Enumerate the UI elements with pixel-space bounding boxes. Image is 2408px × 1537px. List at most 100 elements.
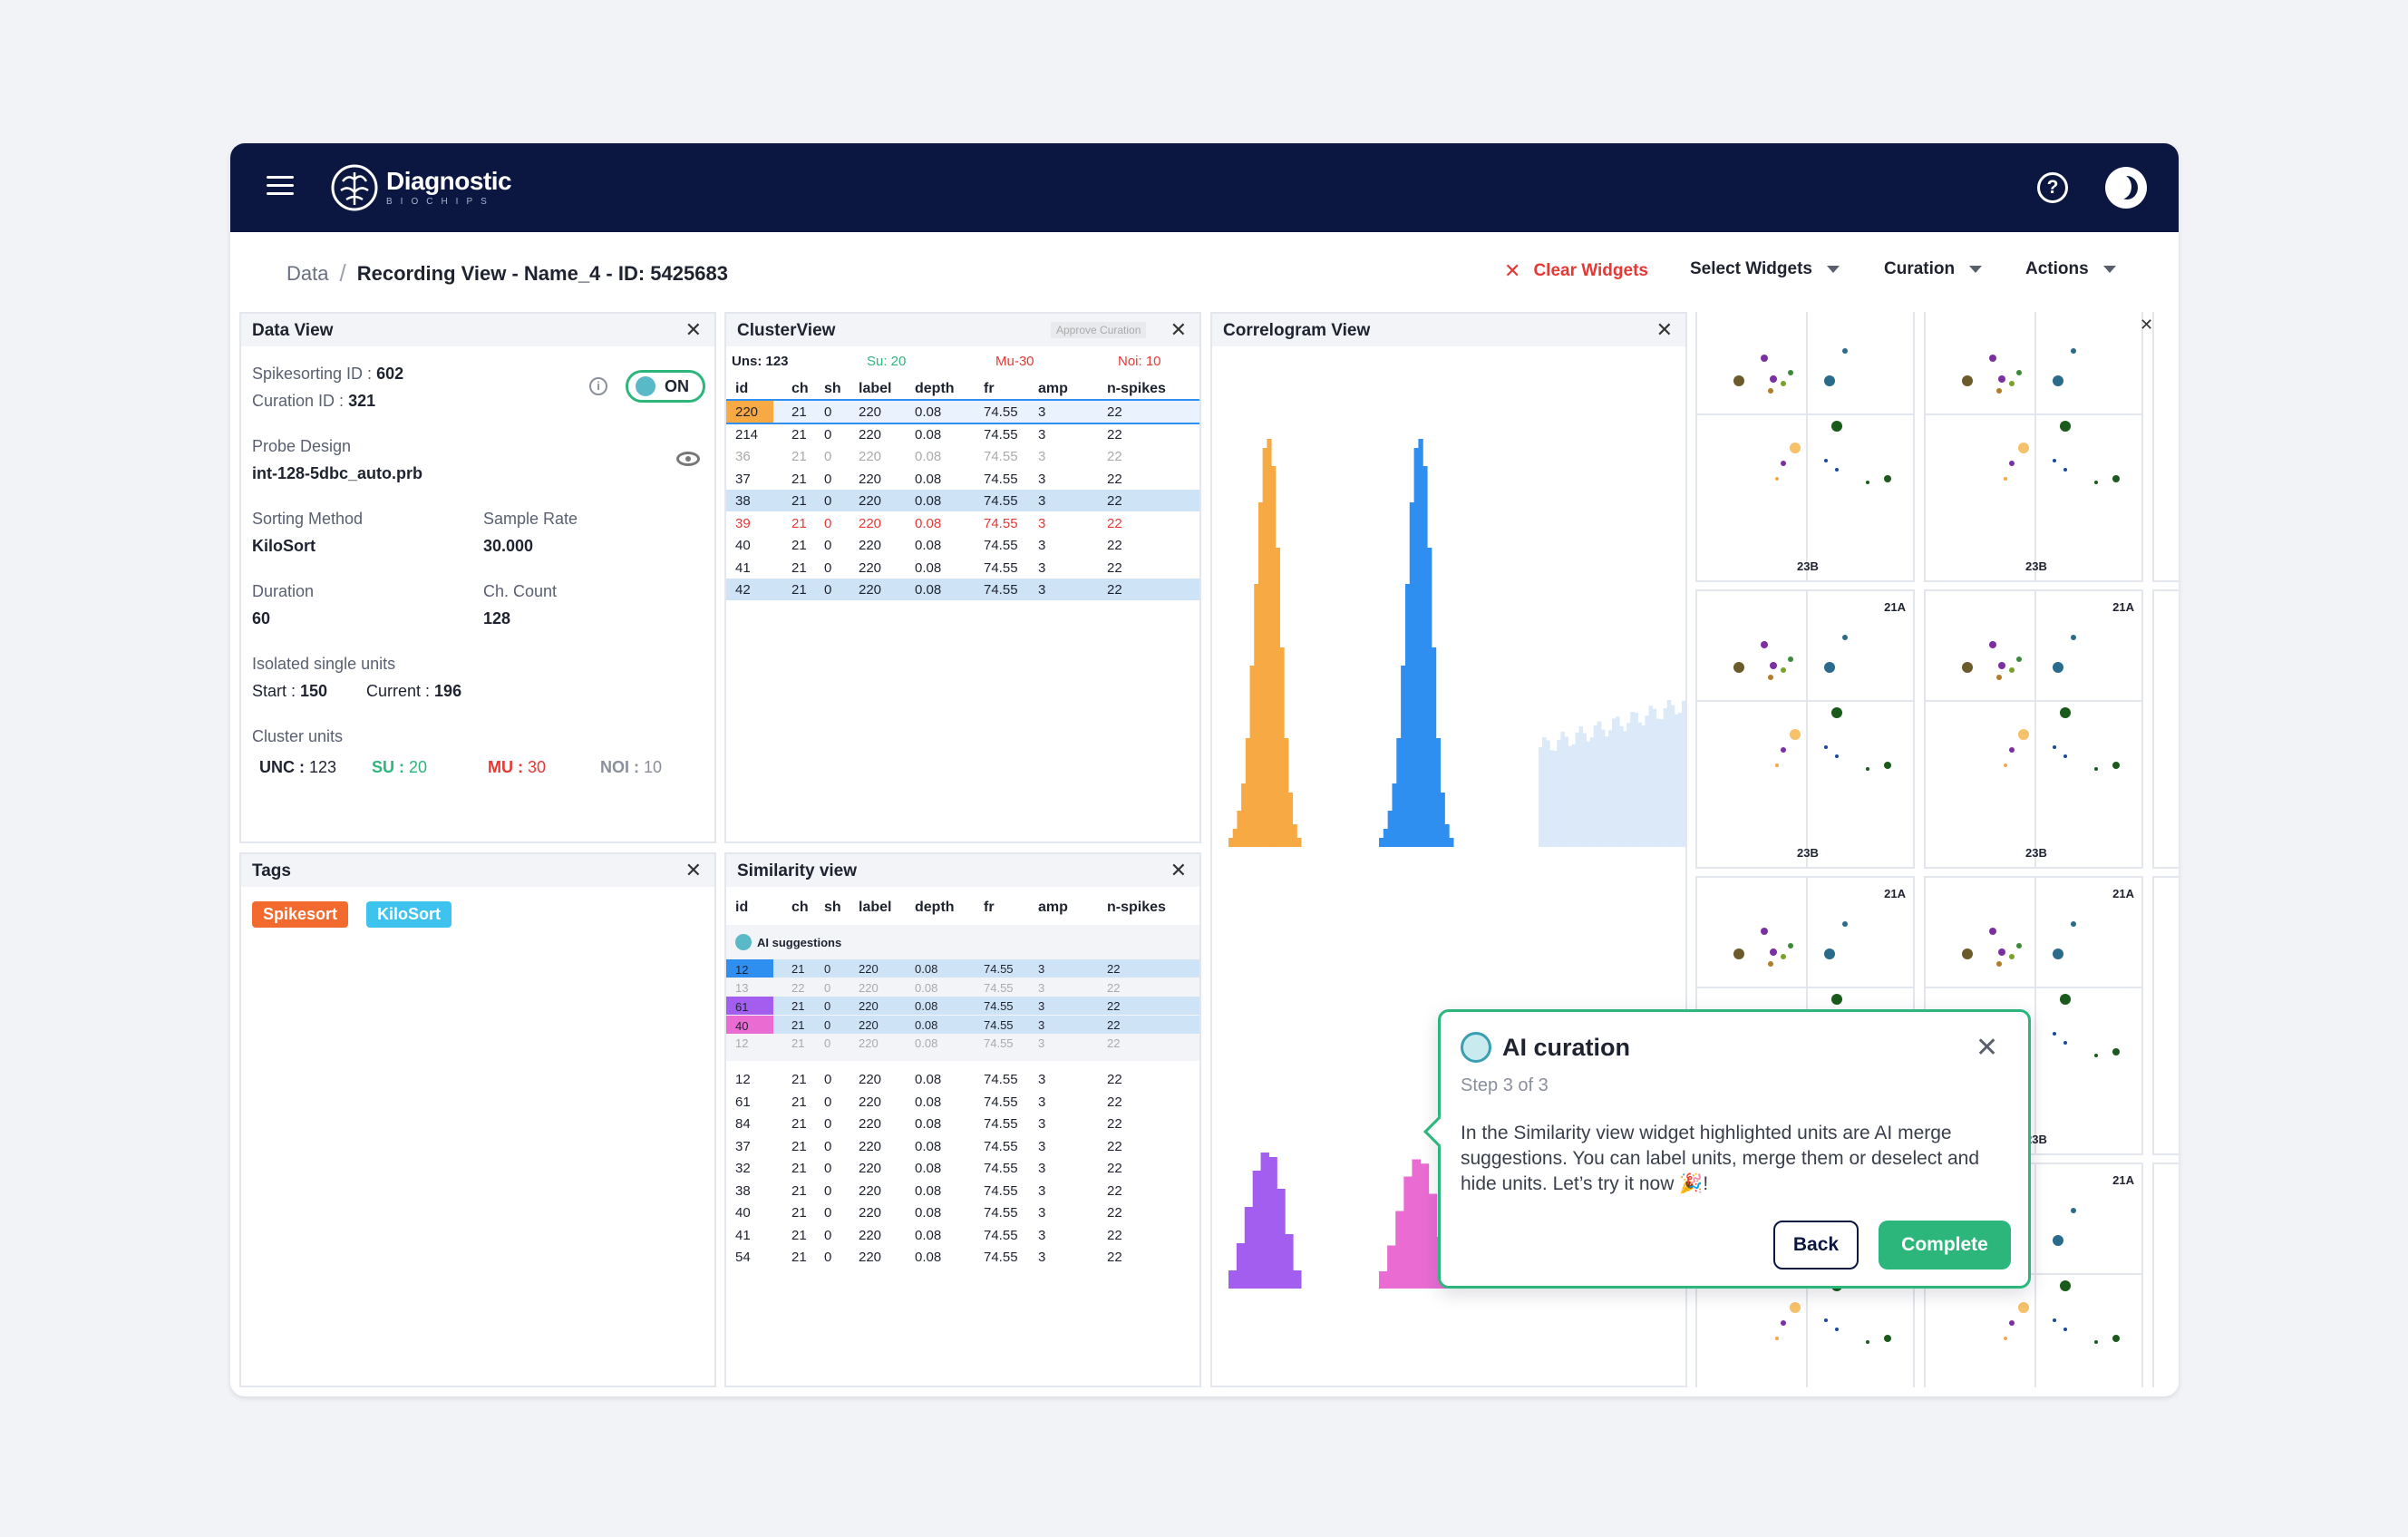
table-cell: 21 — [791, 1116, 807, 1132]
back-button[interactable]: Back — [1773, 1221, 1859, 1269]
scatter-cell[interactable] — [2152, 589, 2179, 869]
column-header[interactable]: id — [735, 381, 749, 396]
histogram-bar — [1387, 1245, 1396, 1289]
scatter-cell[interactable]: 21A 23B — [1924, 589, 2143, 869]
breadcrumb-data-link[interactable]: Data — [286, 261, 329, 285]
close-icon[interactable]: ✕ — [1170, 859, 1187, 881]
scatter-cell[interactable]: 23B — [1924, 312, 2143, 582]
table-row[interactable]: 41 21 0 220 0.08 74.55 3 22 — [726, 557, 1199, 579]
column-header[interactable]: ch — [791, 900, 809, 915]
table-row[interactable]: 40 21 0 220 0.08 74.55 3 22 — [726, 534, 1199, 556]
table-row[interactable]: 54 21 0 220 0.08 74.55 3 22 — [726, 1246, 1199, 1268]
table-row[interactable]: 220 21 0 220 0.08 74.55 3 22 — [726, 399, 1199, 424]
table-row[interactable]: 37 21 0 220 0.08 74.55 3 22 — [726, 468, 1199, 490]
table-row[interactable]: 40 21 0 220 0.08 74.55 3 22 — [726, 1201, 1199, 1223]
table-cell: 220 — [859, 1227, 882, 1243]
scatter-cell[interactable] — [2152, 876, 2179, 1155]
close-icon[interactable]: ✕ — [2140, 316, 2154, 334]
clear-widgets-button[interactable]: ✕ Clear Widgets — [1504, 259, 1648, 283]
table-row[interactable]: 38 21 0 220 0.08 74.55 3 22 — [726, 1180, 1199, 1201]
table-cell: 3 — [1038, 582, 1046, 598]
histogram-bar — [1440, 793, 1445, 847]
hamburger-menu-icon[interactable] — [267, 176, 294, 198]
table-cell: 3 — [1038, 1017, 1045, 1032]
histogram-bar — [1252, 1171, 1262, 1289]
table-row[interactable]: 38 21 0 220 0.08 74.55 3 22 — [726, 490, 1199, 511]
column-header[interactable]: amp — [1038, 900, 1068, 915]
column-header[interactable]: label — [859, 900, 892, 915]
scatter-point — [1775, 1337, 1779, 1340]
table-row[interactable]: 13 22 0 220 0.08 74.55 3 22 — [726, 978, 1199, 997]
scatter-point — [1962, 948, 1973, 959]
histogram-bar — [1604, 736, 1609, 847]
table-cell: 0 — [824, 1072, 832, 1087]
column-header[interactable]: fr — [984, 900, 995, 915]
close-icon[interactable]: ✕ — [1976, 1033, 1999, 1063]
table-row[interactable]: 36 21 0 220 0.08 74.55 3 22 — [726, 445, 1199, 467]
table-row[interactable]: 61 21 0 220 0.08 74.55 3 22 — [726, 997, 1199, 1015]
scatter-cell[interactable] — [2152, 312, 2179, 582]
column-header[interactable]: ch — [791, 381, 809, 396]
table-row[interactable]: 214 21 0 220 0.08 74.55 3 22 — [726, 423, 1199, 445]
table-cell: 0 — [824, 962, 831, 976]
panel-title: ClusterView — [737, 321, 836, 340]
grid-divider — [2034, 1164, 2036, 1387]
table-row[interactable]: 37 21 0 220 0.08 74.55 3 22 — [726, 1135, 1199, 1157]
scatter-point — [2053, 745, 2056, 749]
column-header[interactable]: depth — [915, 381, 955, 396]
table-row[interactable]: 39 21 0 220 0.08 74.55 3 22 — [726, 512, 1199, 534]
info-icon[interactable]: i — [589, 377, 607, 395]
scatter-cell[interactable]: 23B — [1695, 312, 1915, 582]
field-label: MU : — [488, 758, 523, 776]
scatter-cell[interactable]: 21A 23B — [1695, 589, 1915, 869]
column-header[interactable]: sh — [824, 381, 841, 396]
sample-rate-label: Sample Rate — [483, 510, 578, 528]
table-cell: 21 — [791, 471, 807, 487]
app-logo[interactable]: Diagnostic BIOCHIPS — [330, 161, 512, 214]
table-cell: 3 — [1038, 559, 1046, 576]
histogram-bar — [1412, 1159, 1422, 1289]
column-header[interactable]: amp — [1038, 381, 1068, 396]
table-row[interactable]: 41 21 0 220 0.08 74.55 3 22 — [726, 1224, 1199, 1246]
column-header[interactable]: depth — [915, 900, 955, 915]
approve-curation-button[interactable]: Approve Curation — [1051, 322, 1147, 338]
curation-dropdown[interactable]: Curation — [1884, 259, 1983, 279]
close-icon[interactable]: ✕ — [1170, 318, 1187, 341]
column-header[interactable]: id — [735, 900, 749, 915]
tag-kilosort[interactable]: KiloSort — [366, 901, 452, 928]
scatter-point — [1768, 675, 1773, 680]
ai-toggle[interactable]: ON — [626, 370, 705, 403]
column-header[interactable]: label — [859, 381, 892, 396]
scatter-cell[interactable] — [2152, 1162, 2179, 1387]
scatter-point — [1824, 459, 1828, 462]
help-icon[interactable]: ? — [2037, 172, 2068, 203]
column-header[interactable]: n-spikes — [1107, 900, 1166, 915]
table-cell: 74.55 — [984, 493, 1018, 509]
scatter-point — [1866, 481, 1869, 484]
column-header[interactable]: fr — [984, 381, 995, 396]
table-row[interactable]: 12 21 0 220 0.08 74.55 3 22 — [726, 1068, 1199, 1090]
table-row[interactable]: 12 21 0 220 0.08 74.55 3 22 — [726, 1034, 1199, 1052]
close-icon[interactable]: ✕ — [685, 318, 702, 341]
panel-header: Data View ✕ — [241, 314, 714, 346]
actions-dropdown[interactable]: Actions — [2025, 259, 2116, 279]
table-row[interactable]: 40 21 0 220 0.08 74.55 3 22 — [726, 1015, 1199, 1034]
table-row[interactable]: 12 21 0 220 0.08 74.55 3 22 — [726, 959, 1199, 978]
table-row[interactable]: 61 21 0 220 0.08 74.55 3 22 — [726, 1091, 1199, 1113]
eye-icon[interactable] — [676, 452, 700, 466]
table-row[interactable]: 42 21 0 220 0.08 74.55 3 22 — [726, 579, 1199, 600]
histogram-bar — [1254, 584, 1259, 847]
column-header[interactable]: sh — [824, 900, 841, 915]
histogram-bar — [1578, 725, 1584, 847]
complete-button[interactable]: Complete — [1879, 1221, 2011, 1269]
table-row[interactable]: 84 21 0 220 0.08 74.55 3 22 — [726, 1113, 1199, 1134]
close-icon[interactable]: ✕ — [685, 859, 702, 881]
theme-toggle[interactable] — [2105, 167, 2147, 209]
histogram-bar — [1549, 750, 1554, 847]
tag-spikesort[interactable]: Spikesort — [252, 901, 349, 928]
column-header[interactable]: n-spikes — [1107, 381, 1166, 396]
close-icon[interactable]: ✕ — [1656, 318, 1673, 341]
scatter-point — [1989, 355, 1996, 362]
select-widgets-dropdown[interactable]: Select Widgets — [1690, 259, 1840, 279]
table-row[interactable]: 32 21 0 220 0.08 74.55 3 22 — [726, 1157, 1199, 1179]
